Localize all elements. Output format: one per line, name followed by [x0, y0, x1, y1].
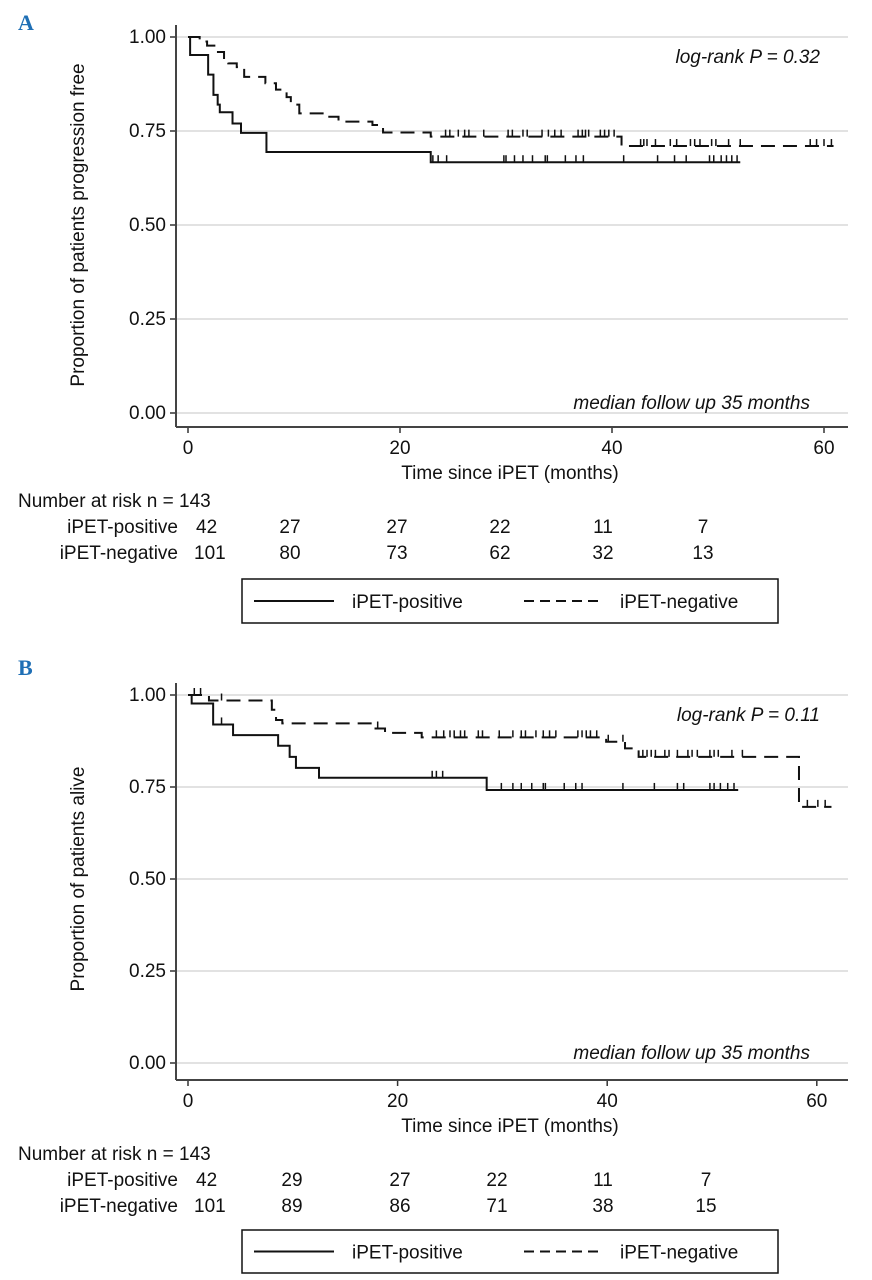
risk-count: 22 — [486, 1170, 507, 1191]
legend-item-positive: iPET-positive — [352, 1243, 463, 1264]
x-tick-label: 20 — [389, 438, 410, 459]
logrank-annotation: log-rank P = 0.11 — [677, 705, 820, 726]
logrank-annotation: log-rank P = 0.32 — [675, 47, 820, 68]
risk-count: 27 — [389, 1170, 410, 1191]
legend: iPET-positive iPET-negative — [241, 578, 779, 624]
risk-table-title: Number at risk n = 143 — [18, 1144, 211, 1165]
y-tick-label: 0.50 — [129, 869, 166, 890]
y-tick-label: 0.00 — [129, 403, 166, 424]
risk-count: 71 — [486, 1196, 507, 1217]
risk-count: 32 — [592, 543, 613, 564]
risk-row-label: iPET-negative — [60, 543, 178, 564]
x-tick-label: 0 — [183, 1091, 194, 1112]
y-tick-label: 0.50 — [129, 215, 166, 236]
km-curve-ipet-positive — [188, 694, 739, 791]
risk-count: 29 — [281, 1170, 302, 1191]
risk-count: 101 — [194, 1196, 226, 1217]
risk-count: 42 — [196, 517, 217, 538]
followup-annotation: median follow up 35 months — [573, 1043, 810, 1064]
risk-count: 101 — [194, 543, 226, 564]
y-axis-label: Proportion of patients alive — [68, 767, 89, 992]
legend: iPET-positive iPET-negative — [241, 1229, 779, 1274]
y-tick-label: 1.00 — [129, 685, 166, 706]
risk-count: 73 — [386, 543, 407, 564]
y-tick-label: 1.00 — [129, 27, 166, 48]
km-curve-ipet-negative — [188, 36, 834, 148]
risk-count: 7 — [698, 517, 709, 538]
y-tick-label: 0.75 — [129, 121, 166, 142]
risk-count: 38 — [592, 1196, 613, 1217]
risk-count: 86 — [389, 1196, 410, 1217]
y-tick-label: 0.25 — [129, 961, 166, 982]
x-tick-label: 0 — [183, 438, 194, 459]
risk-count: 27 — [279, 517, 300, 538]
risk-row-label: iPET-positive — [67, 1170, 178, 1191]
risk-table-title: Number at risk n = 143 — [18, 491, 211, 512]
panel-label: A — [18, 10, 34, 35]
panel-a: A 0.00 0.25 0.50 0.75 1.00 0 20 40 60 Time since i… — [18, 10, 848, 624]
x-axis-label: Time since iPET (months) — [401, 463, 619, 484]
risk-count: 11 — [593, 1170, 613, 1191]
x-tick-label: 40 — [597, 1091, 618, 1112]
risk-count: 11 — [593, 517, 613, 538]
risk-count: 15 — [695, 1196, 716, 1217]
risk-count: 13 — [692, 543, 713, 564]
x-tick-label: 60 — [813, 438, 834, 459]
risk-count: 80 — [279, 543, 300, 564]
followup-annotation: median follow up 35 months — [573, 393, 810, 414]
x-tick-label: 20 — [387, 1091, 408, 1112]
legend-item-positive: iPET-positive — [352, 592, 463, 613]
panel-b: B 0.00 0.25 0.50 0.75 1.00 0 20 40 60 Time since i… — [18, 655, 848, 1274]
legend-item-negative: iPET-negative — [620, 1243, 738, 1264]
risk-count: 62 — [489, 543, 510, 564]
risk-count: 22 — [489, 517, 510, 538]
x-tick-label: 40 — [601, 438, 622, 459]
risk-count: 42 — [196, 1170, 217, 1191]
risk-row-label: iPET-negative — [60, 1196, 178, 1217]
risk-row-label: iPET-positive — [67, 517, 178, 538]
km-curve-ipet-negative — [188, 694, 832, 808]
y-tick-label: 0.00 — [129, 1053, 166, 1074]
x-tick-label: 60 — [806, 1091, 827, 1112]
risk-count: 27 — [386, 517, 407, 538]
y-tick-label: 0.75 — [129, 777, 166, 798]
x-axis-label: Time since iPET (months) — [401, 1116, 619, 1137]
panel-label: B — [18, 655, 33, 680]
km-curve-ipet-positive — [188, 36, 741, 164]
risk-count: 7 — [701, 1170, 712, 1191]
legend-item-negative: iPET-negative — [620, 592, 738, 613]
risk-count: 89 — [281, 1196, 302, 1217]
y-tick-label: 0.25 — [129, 309, 166, 330]
y-axis-label: Proportion of patients progression free — [68, 63, 89, 386]
